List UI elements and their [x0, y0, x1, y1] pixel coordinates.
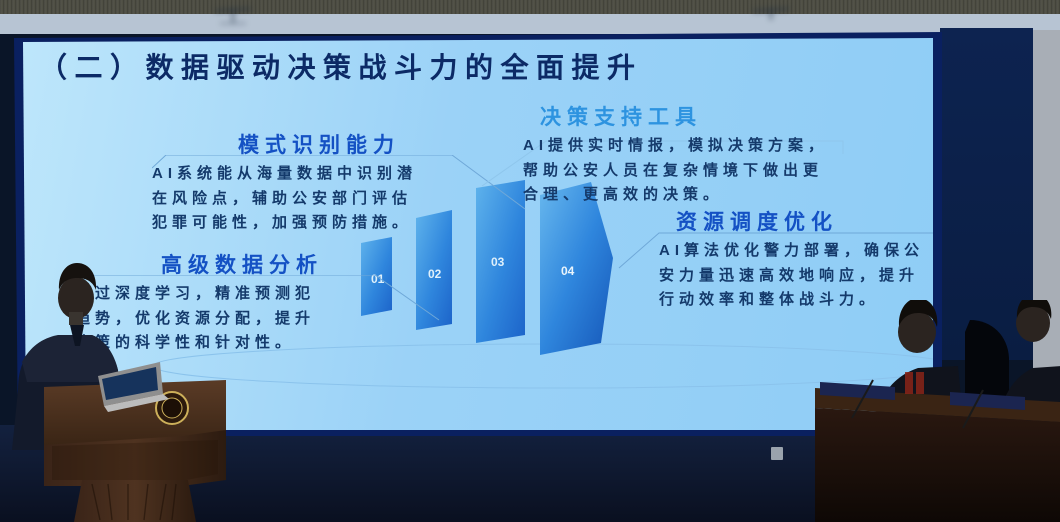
svg-text:03: 03 [491, 255, 505, 269]
svg-text:04: 04 [561, 264, 575, 278]
